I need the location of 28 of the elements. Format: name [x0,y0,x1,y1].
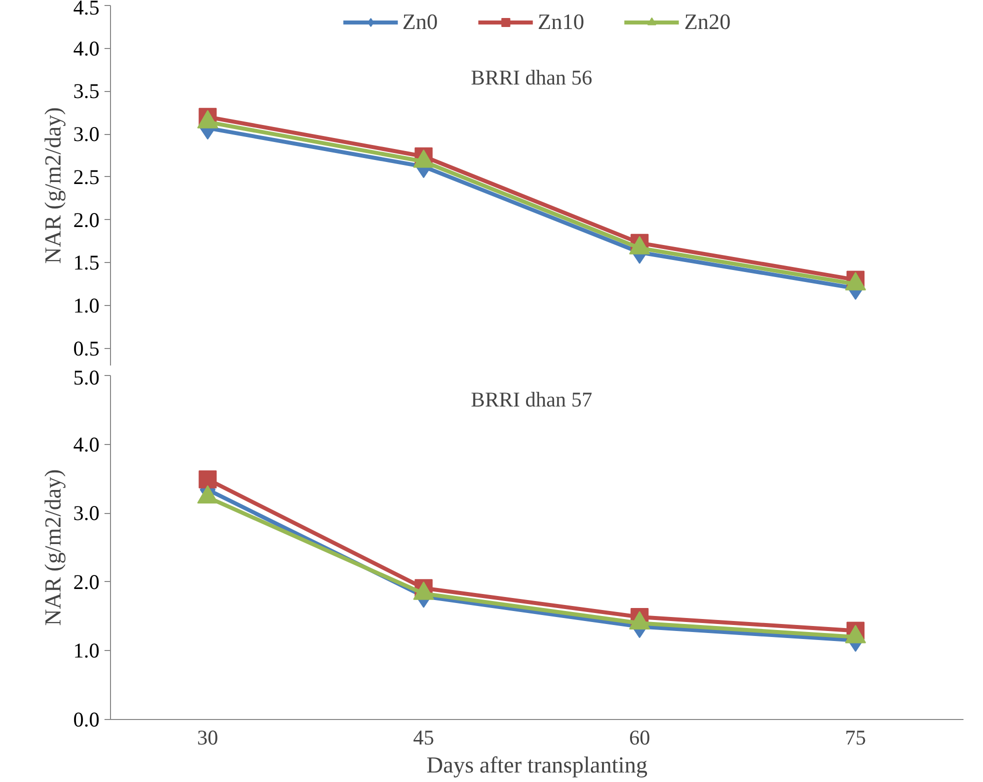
y-axis-title: NAR (g/m2/day) [40,469,66,626]
x-tick-label: 45 [413,726,434,750]
y-tick-label: 3.0 [73,122,100,146]
y-tick-label: 2.5 [73,164,100,189]
y-tick-label: 3.5 [73,79,100,104]
y-tick-label: 4.5 [73,0,100,20]
legend-label: Zn10 [538,9,584,35]
y-tick-label: 2.0 [73,570,100,594]
x-tick-label: 60 [629,726,650,750]
text: BRRI dhan 57 [470,388,592,412]
legend-label: Zn0 [402,9,438,35]
y-tick-label: 4.0 [73,432,100,456]
y-tick-label: 4.0 [73,36,100,60]
y-tick-label: 2.0 [73,208,100,232]
legend-label: Zn20 [684,9,731,35]
x-tick-label: 30 [197,726,218,750]
y-tick-label: 0.5 [73,336,100,360]
y-tick-label: 1.0 [73,294,100,318]
x-axis-title: Days after transplanting [426,752,648,778]
y-tick-label: 1.5 [73,250,100,275]
x-tick-label: 75 [845,726,866,750]
point [198,470,217,488]
y-tick-label: 3.0 [73,501,100,526]
y-tick-label: 0.0 [73,708,100,732]
y-tick-label: 1.0 [73,638,100,663]
y-axis-title: NAR (g/m2/day) [40,107,66,264]
y-tick-label: 5.0 [73,366,100,390]
text: BRRI dhan 56 [470,66,592,90]
